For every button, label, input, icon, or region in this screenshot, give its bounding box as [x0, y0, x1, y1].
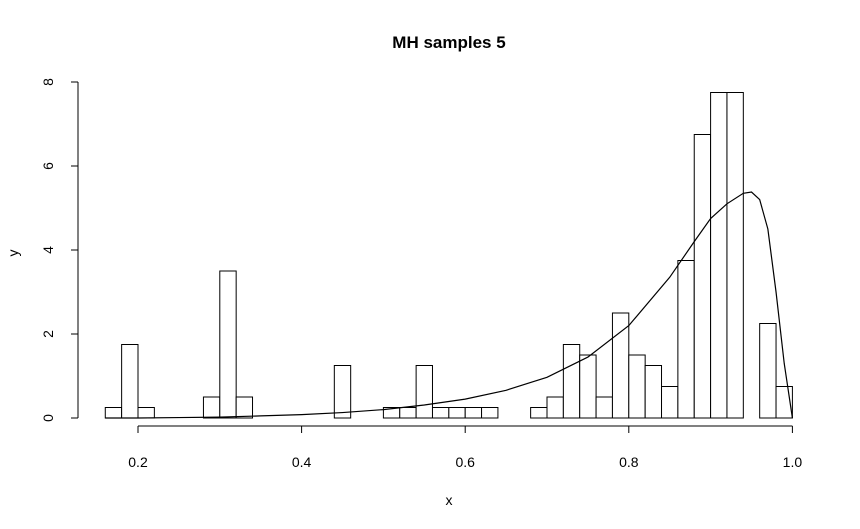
y-tick-label: 6	[40, 162, 56, 170]
y-axis: 0 2 4 6 8	[40, 78, 79, 422]
histogram-bar	[137, 407, 155, 419]
y-tick-label: 8	[40, 78, 56, 86]
histogram-bar	[546, 396, 564, 419]
histogram-bar	[579, 354, 597, 419]
histogram-bar	[448, 407, 466, 419]
histogram-bar	[644, 365, 663, 419]
histogram-bar	[759, 323, 777, 419]
y-axis-label: y	[5, 250, 21, 257]
histogram-bar	[595, 396, 613, 419]
x-axis: 0.2 0.4 0.6 0.8 1.0	[128, 425, 803, 470]
x-tick-label: 0.2	[128, 454, 148, 470]
histogram-bar	[235, 396, 254, 419]
histogram-bar	[661, 386, 679, 419]
histogram-bars	[104, 92, 793, 419]
histogram-bar	[415, 365, 433, 419]
x-tick-label: 0.8	[619, 454, 639, 470]
y-tick-label: 4	[40, 246, 56, 254]
histogram-bar	[677, 260, 695, 419]
histogram-bar	[121, 344, 139, 419]
density-curve	[105, 191, 793, 419]
histogram-bar	[562, 344, 581, 419]
histogram-bar	[333, 365, 352, 419]
y-tick-label: 0	[40, 414, 56, 422]
histogram-bar	[464, 407, 483, 419]
histogram-bar	[399, 407, 417, 419]
histogram-bar	[611, 312, 630, 419]
chart-title: MH samples 5	[392, 33, 505, 52]
histogram-bar	[530, 407, 548, 419]
histogram-bar	[628, 354, 646, 419]
y-tick-label: 2	[40, 330, 56, 338]
x-tick-label: 0.6	[455, 454, 475, 470]
x-axis-label: x	[446, 492, 453, 508]
x-tick-label: 0.4	[292, 454, 312, 470]
histogram-bar	[481, 407, 499, 419]
histogram-bar	[431, 407, 450, 419]
histogram-bar	[693, 134, 712, 419]
histogram-bar	[104, 407, 123, 419]
histogram-bar	[710, 92, 728, 419]
x-tick-label: 1.0	[783, 454, 803, 470]
histogram-bar	[219, 270, 237, 419]
histogram-bar	[726, 92, 744, 419]
histogram-bar	[202, 396, 221, 419]
